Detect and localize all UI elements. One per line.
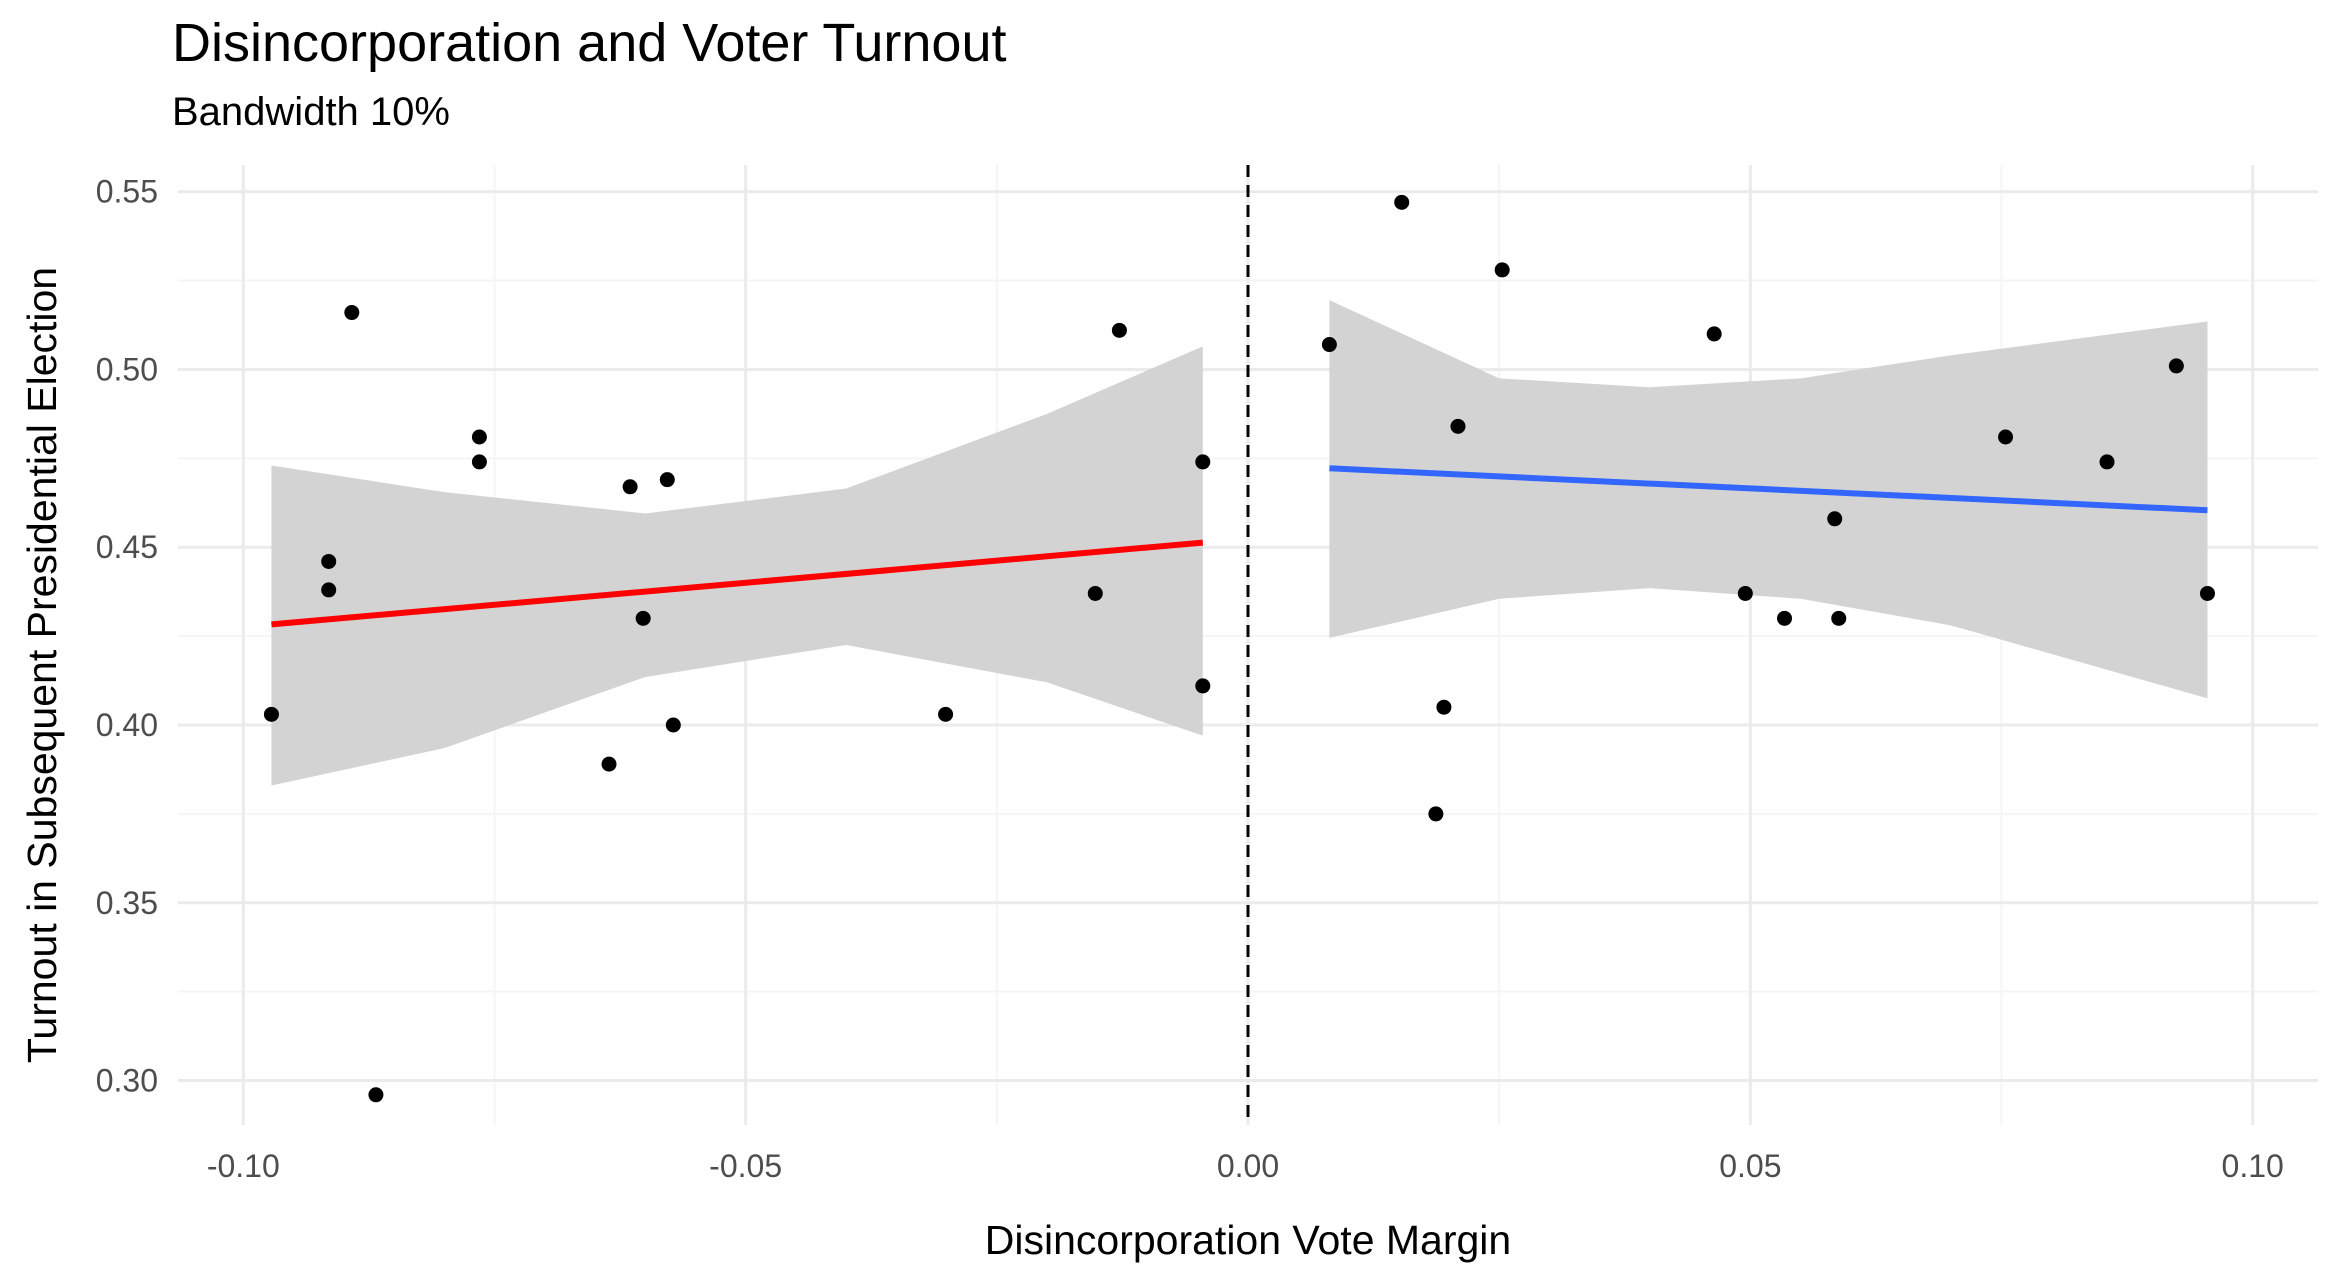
data-point xyxy=(1737,585,1753,601)
x-tick-labels: -0.10 -0.05 0.00 0.05 0.10 xyxy=(207,1148,2284,1184)
data-points xyxy=(263,194,2215,1103)
data-point xyxy=(471,429,487,445)
data-point xyxy=(263,706,279,722)
data-point xyxy=(1195,454,1211,470)
data-point xyxy=(1436,699,1452,715)
y-tick-label: 0.40 xyxy=(96,707,158,743)
data-point xyxy=(665,717,681,733)
data-point xyxy=(601,756,617,772)
data-point xyxy=(1777,610,1793,626)
data-point xyxy=(938,706,954,722)
data-point xyxy=(1195,678,1211,694)
y-tick-label: 0.50 xyxy=(96,351,158,387)
x-tick-label: -0.10 xyxy=(207,1148,280,1184)
data-point xyxy=(1827,511,1843,527)
data-point xyxy=(2199,585,2215,601)
confidence-ribbons xyxy=(271,300,2208,786)
data-point xyxy=(368,1087,384,1103)
y-tick-label: 0.35 xyxy=(96,885,158,921)
x-axis-label: Disincorporation Vote Margin xyxy=(985,1217,1511,1263)
data-point xyxy=(2099,454,2115,470)
fit-line-left xyxy=(271,539,1204,628)
chart-subtitle: Bandwidth 10% xyxy=(172,90,450,134)
ci-ribbon-left xyxy=(271,346,1203,786)
data-point xyxy=(1428,806,1444,822)
data-point xyxy=(1831,610,1847,626)
data-point xyxy=(1087,585,1103,601)
data-point xyxy=(321,553,337,569)
data-point xyxy=(622,479,638,495)
x-tick-label: -0.05 xyxy=(709,1148,782,1184)
data-point xyxy=(1394,194,1410,210)
y-axis-label: Turnout in Subsequent Presidential Elect… xyxy=(19,267,65,1063)
data-point xyxy=(1450,418,1466,434)
y-tick-label: 0.45 xyxy=(96,529,158,565)
y-tick-label: 0.55 xyxy=(96,174,158,210)
x-tick-label: 0.10 xyxy=(2222,1148,2284,1184)
fit-line-right xyxy=(1329,465,2208,514)
data-point xyxy=(1111,322,1127,338)
y-tick-labels: 0.30 0.35 0.40 0.45 0.50 0.55 xyxy=(96,174,158,1099)
chart-title: Disincorporation and Voter Turnout xyxy=(172,13,1007,73)
y-tick-label: 0.30 xyxy=(96,1063,158,1099)
x-tick-label: 0.05 xyxy=(1719,1148,1781,1184)
x-tick-label: 0.00 xyxy=(1217,1148,1279,1184)
data-point xyxy=(1321,337,1337,353)
ci-ribbon-right xyxy=(1329,300,2208,699)
data-point xyxy=(2168,358,2184,374)
data-point xyxy=(1706,326,1722,342)
data-point xyxy=(659,472,675,488)
data-point xyxy=(1494,262,1510,278)
data-point xyxy=(1998,429,2014,445)
data-point xyxy=(635,610,651,626)
data-point xyxy=(321,582,337,598)
data-point xyxy=(344,305,360,321)
fit-lines xyxy=(271,465,2208,628)
data-point xyxy=(471,454,487,470)
